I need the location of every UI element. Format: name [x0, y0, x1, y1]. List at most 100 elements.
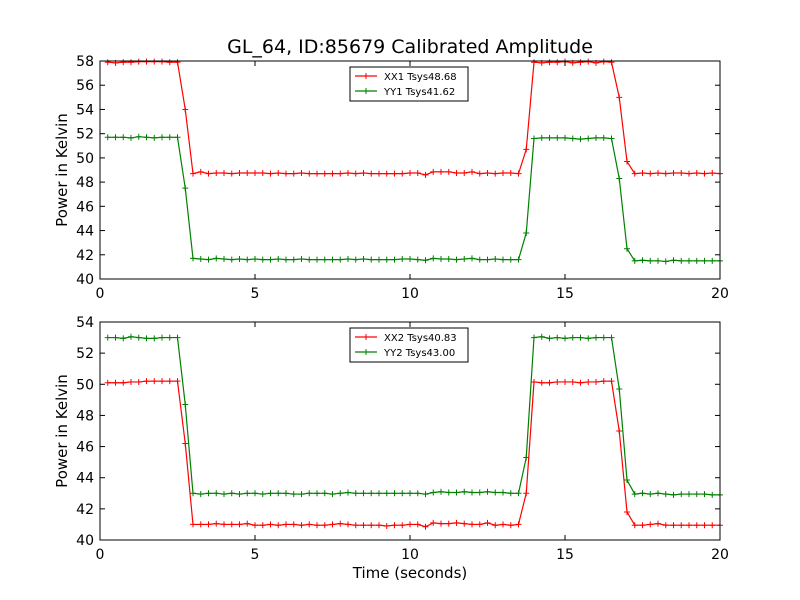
data-point	[639, 490, 646, 497]
data-point	[546, 134, 553, 141]
data-point	[438, 168, 444, 175]
data-point	[244, 490, 251, 497]
y-tick-label: 46	[76, 199, 94, 215]
y-tick-label: 46	[76, 440, 94, 456]
data-point	[608, 378, 615, 385]
data-point	[507, 256, 514, 263]
data-point	[500, 521, 506, 528]
y-axis-label-2: Power in Kelvin	[53, 374, 71, 488]
data-point	[345, 521, 351, 528]
data-point	[360, 170, 367, 177]
data-point	[135, 133, 142, 140]
y-tick-label: 44	[76, 224, 94, 240]
data-point	[190, 521, 196, 528]
data-point	[469, 521, 475, 528]
data-point	[205, 521, 212, 528]
data-point	[244, 520, 251, 527]
data-point	[500, 170, 506, 177]
data-point	[252, 170, 258, 177]
data-point	[352, 522, 359, 529]
data-point	[577, 379, 584, 386]
x-tick-label: 5	[251, 286, 260, 302]
data-point	[151, 378, 158, 385]
data-point	[174, 134, 181, 141]
data-point	[197, 256, 204, 263]
figure-title: GL_64, ID:85679 Calibrated Amplitude	[227, 36, 593, 58]
data-point	[407, 256, 413, 263]
data-point	[275, 490, 282, 497]
data-point	[624, 477, 630, 484]
legend-box	[349, 66, 469, 102]
data-point	[174, 59, 181, 66]
data-point	[197, 491, 204, 498]
data-point	[507, 522, 514, 529]
data-point	[662, 258, 669, 265]
data-point	[104, 379, 111, 386]
data-point	[391, 170, 398, 177]
data-point	[337, 520, 344, 527]
data-point	[585, 58, 592, 65]
data-point	[128, 134, 134, 141]
data-point	[329, 256, 336, 263]
data-point	[321, 256, 328, 263]
data-point	[368, 490, 375, 497]
data-point	[616, 94, 623, 101]
data-point	[585, 135, 592, 142]
data-point	[383, 522, 390, 529]
x-tick-label: 20	[711, 547, 729, 563]
data-point	[166, 378, 173, 385]
data-point	[120, 134, 127, 141]
data-point	[484, 170, 491, 177]
data-point	[104, 134, 111, 141]
data-point	[221, 521, 227, 528]
data-point	[631, 491, 638, 498]
data-point	[600, 378, 607, 385]
data-point	[709, 522, 716, 529]
data-point	[538, 134, 545, 141]
data-point	[128, 378, 134, 385]
data-point	[430, 519, 437, 526]
data-point	[352, 490, 359, 497]
data-point	[546, 59, 553, 66]
legend-1: XX1 Tsys48.68 YY1 Tsys41.62	[349, 66, 469, 102]
y-tick-label: 58	[76, 54, 94, 70]
data-point	[453, 519, 460, 526]
data-point	[407, 521, 413, 528]
y-tick-label: 56	[76, 78, 94, 94]
data-point	[143, 58, 150, 65]
data-point	[562, 378, 568, 385]
data-point	[259, 170, 266, 177]
data-point	[554, 378, 561, 385]
data-point	[577, 136, 584, 143]
data-point	[345, 489, 351, 496]
y-tick-label: 54	[76, 102, 94, 118]
data-point	[259, 491, 266, 498]
data-point	[151, 134, 158, 141]
x-axis-label: Time (seconds)	[352, 564, 468, 582]
data-point	[569, 334, 576, 341]
data-point	[128, 333, 134, 340]
data-point	[531, 59, 537, 66]
data-point	[290, 170, 297, 177]
data-point	[190, 255, 196, 262]
data-point	[128, 59, 134, 66]
data-point	[438, 488, 444, 495]
data-point	[337, 256, 344, 263]
data-point	[383, 256, 390, 263]
data-point	[655, 490, 661, 497]
data-point	[275, 522, 282, 529]
legend-marker	[363, 349, 369, 355]
data-point	[213, 520, 220, 527]
data-point	[143, 335, 150, 342]
data-point	[329, 521, 336, 528]
data-point	[422, 491, 429, 498]
plot-panel-1: 40 42 44 46 48 50 52 54 56 58 0 5 10 15 20 Power in Kel…	[53, 54, 729, 302]
data-point	[360, 256, 367, 263]
data-point	[693, 522, 700, 529]
data-point	[143, 134, 150, 141]
data-point	[538, 333, 545, 340]
data-point	[236, 256, 243, 263]
data-point	[376, 522, 382, 529]
data-point	[182, 401, 189, 408]
data-point	[306, 490, 313, 497]
